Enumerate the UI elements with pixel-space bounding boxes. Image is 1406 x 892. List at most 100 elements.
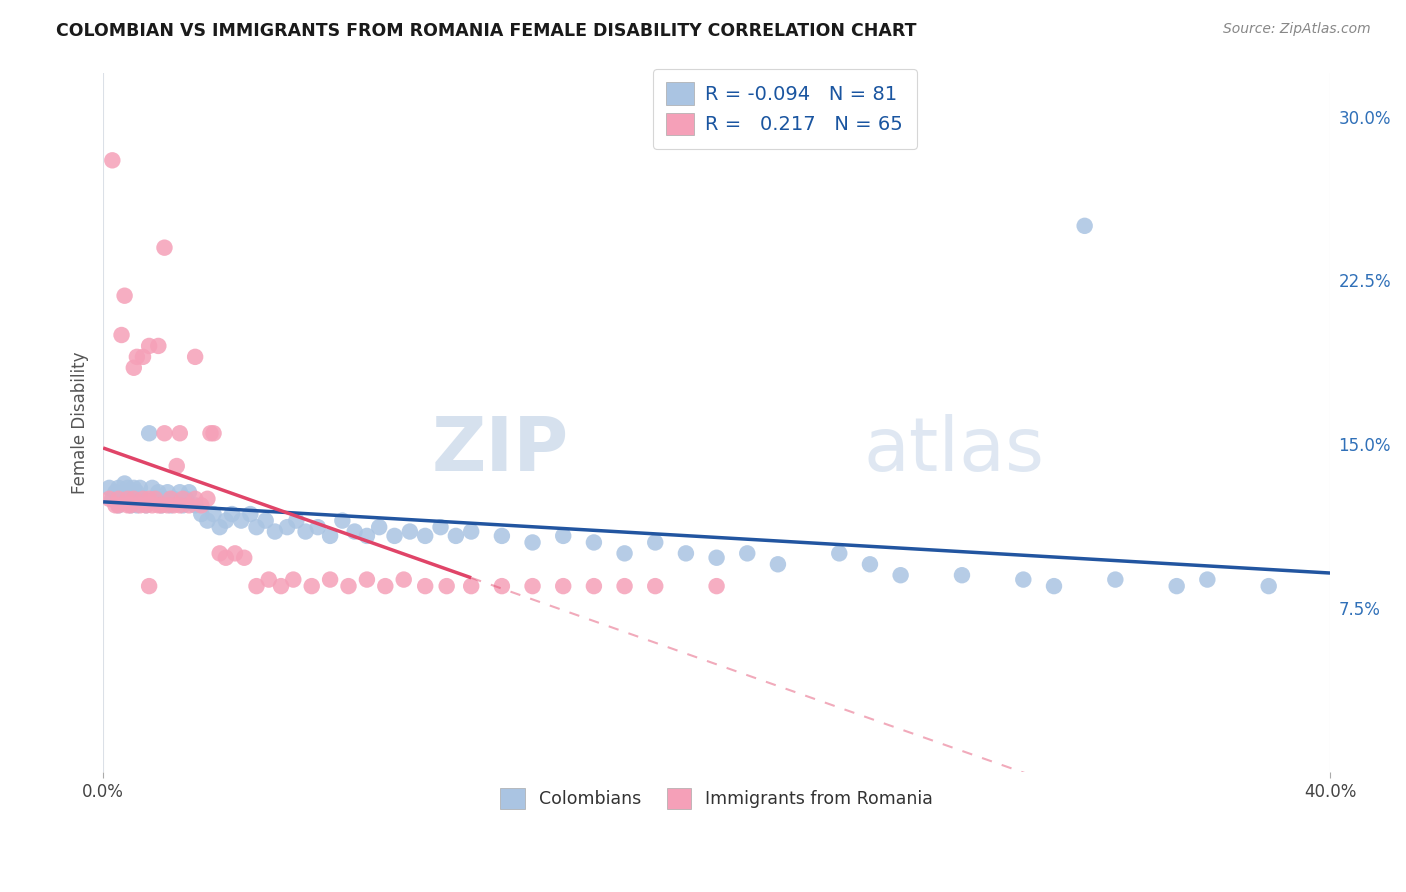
Point (429, 520, 451, 534)
Point (104, 499, 127, 513)
Point (356, 573, 378, 587)
Point (98, 481, 121, 495)
Point (828, 546, 851, 560)
Point (239, 507, 262, 521)
Point (141, 481, 163, 495)
Point (337, 579, 360, 593)
Text: ZIP: ZIP (432, 414, 569, 487)
Point (163, 491, 186, 506)
Point (522, 579, 544, 593)
Point (491, 579, 513, 593)
Point (174, 491, 197, 506)
Point (1197, 573, 1219, 587)
Point (202, 507, 225, 521)
Point (1073, 219, 1095, 233)
Point (169, 426, 191, 441)
Point (169, 499, 191, 513)
Point (356, 529, 378, 543)
Point (208, 520, 231, 534)
Point (143, 491, 166, 506)
Point (270, 579, 292, 593)
Point (392, 573, 415, 587)
Point (413, 529, 436, 543)
Point (224, 546, 246, 560)
Point (190, 499, 212, 513)
Point (384, 529, 406, 543)
Point (143, 491, 166, 506)
Point (436, 579, 458, 593)
Point (122, 491, 145, 506)
Point (129, 481, 152, 495)
Point (138, 339, 160, 353)
Point (125, 485, 148, 500)
Point (215, 550, 238, 565)
Point (582, 535, 605, 549)
Point (231, 514, 253, 528)
Point (184, 491, 207, 506)
Point (172, 499, 194, 513)
Point (460, 579, 482, 593)
Point (644, 535, 666, 549)
Point (582, 579, 605, 593)
Y-axis label: Female Disability: Female Disability (72, 351, 89, 493)
Point (110, 328, 132, 343)
Point (153, 426, 176, 441)
Point (150, 499, 173, 513)
Point (153, 241, 176, 255)
Point (184, 350, 207, 364)
Point (522, 535, 544, 549)
Point (301, 579, 323, 593)
Point (1257, 579, 1279, 593)
Point (706, 579, 728, 593)
Point (177, 485, 200, 500)
Point (190, 507, 212, 521)
Point (156, 485, 179, 500)
Point (101, 491, 124, 506)
Point (254, 514, 277, 528)
Point (120, 499, 142, 513)
Point (332, 514, 354, 528)
Point (294, 524, 316, 539)
Point (169, 485, 191, 500)
Point (125, 499, 148, 513)
Point (264, 524, 287, 539)
Point (1166, 579, 1188, 593)
Point (613, 579, 636, 593)
Point (120, 499, 142, 513)
Point (766, 558, 789, 572)
Point (208, 546, 231, 560)
Point (245, 579, 267, 593)
Point (132, 491, 155, 506)
Point (148, 499, 170, 513)
Point (107, 481, 129, 495)
Point (148, 339, 170, 353)
Point (101, 153, 124, 168)
Point (491, 529, 513, 543)
Point (368, 520, 391, 534)
Point (114, 289, 136, 303)
Point (98, 491, 121, 506)
Point (114, 485, 136, 500)
Point (138, 579, 160, 593)
Point (120, 485, 142, 500)
Point (159, 499, 181, 513)
Point (859, 558, 882, 572)
Legend: Colombians, Immigrants from Romania: Colombians, Immigrants from Romania (494, 781, 939, 815)
Point (374, 579, 396, 593)
Point (110, 491, 132, 506)
Point (950, 568, 973, 582)
Point (132, 491, 155, 506)
Point (163, 499, 186, 513)
Point (1104, 573, 1126, 587)
Point (141, 499, 163, 513)
Point (132, 350, 155, 364)
Point (122, 491, 145, 506)
Point (343, 524, 366, 539)
Point (215, 514, 238, 528)
Point (553, 529, 575, 543)
Point (613, 546, 636, 560)
Text: Source: ZipAtlas.com: Source: ZipAtlas.com (1223, 22, 1371, 37)
Point (257, 573, 280, 587)
Point (283, 573, 305, 587)
Text: atlas: atlas (863, 414, 1045, 487)
